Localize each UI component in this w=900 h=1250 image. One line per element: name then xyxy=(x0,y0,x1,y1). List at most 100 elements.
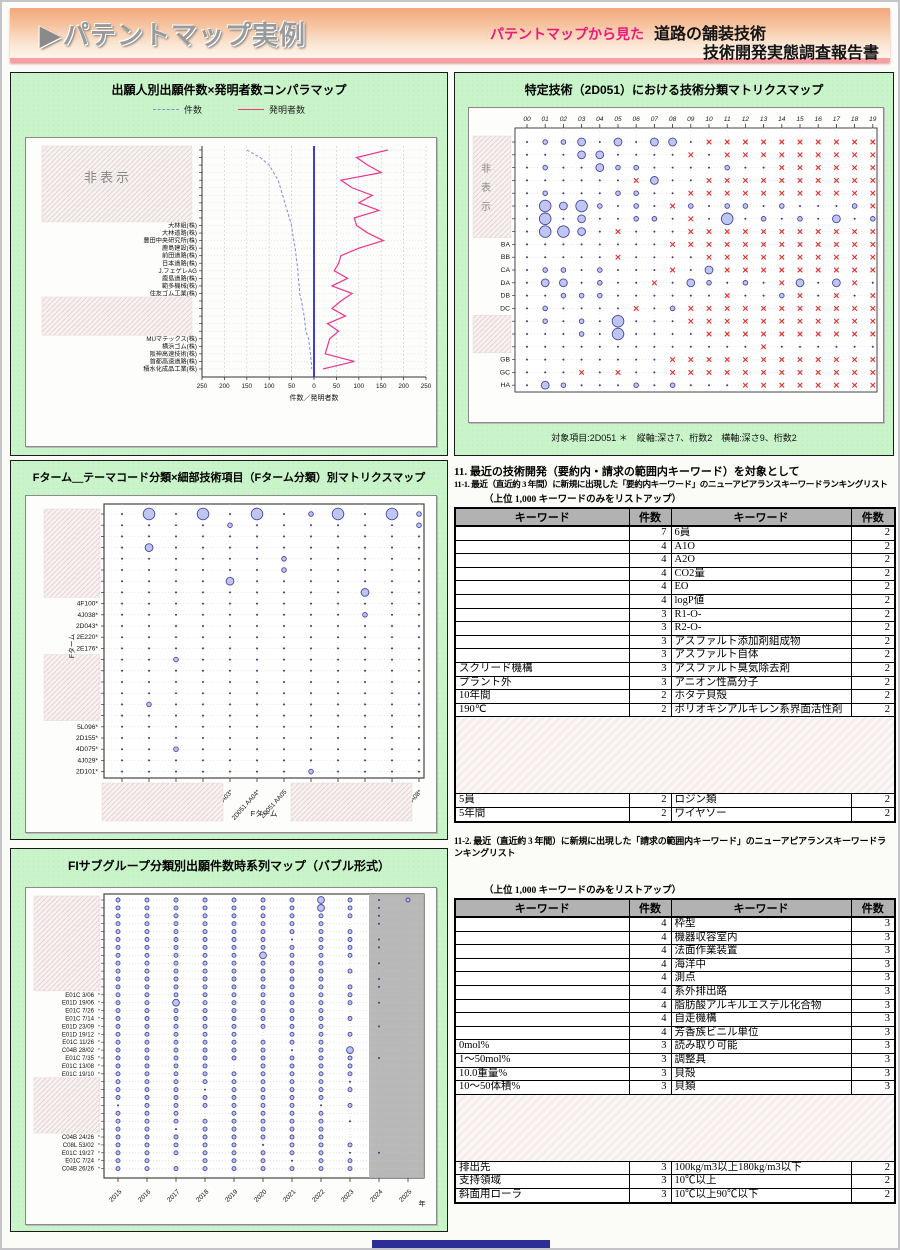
column-header: 件数 xyxy=(628,507,672,527)
svg-text:非: 非 xyxy=(481,163,491,175)
page-header: ▶パテントマップ実例 パテントマップから見た 道路の舗装技術 技術開発実態調査報告… xyxy=(10,8,890,62)
triangle-icon: ▶ xyxy=(40,20,61,50)
svg-text:Fターム: Fターム xyxy=(67,634,76,659)
keyword-cell xyxy=(454,916,630,932)
count-cell: 3 xyxy=(850,957,896,973)
count-cell: 2 xyxy=(628,702,672,718)
matrix-chart-canvas: 00 01 02 03 04 05 06 07 08 09 10 11 12 13 14 15 16 17 18 19… xyxy=(472,116,878,393)
svg-text:14: 14 xyxy=(778,116,786,123)
svg-text:4D075*: 4D075* xyxy=(76,746,98,753)
svg-text:表: 表 xyxy=(481,181,491,194)
svg-text:2025: 2025 xyxy=(398,1188,414,1204)
keyword-cell: ホタテ貝殻 xyxy=(670,689,852,704)
count-cell: 4 xyxy=(628,984,672,1000)
svg-text:BB: BB xyxy=(501,254,511,261)
count-cell: 3 xyxy=(850,998,896,1014)
chart1-legend: 件数 発明者数 xyxy=(11,103,447,116)
svg-text:*: * xyxy=(98,1001,101,1007)
svg-text:GB: GB xyxy=(500,357,510,364)
count-cell: 3 xyxy=(628,1052,672,1068)
legend-item-kensu: 件数 xyxy=(152,103,202,116)
keyword-cell: 10.0重量% xyxy=(454,1066,630,1082)
svg-text:11: 11 xyxy=(724,116,731,123)
svg-text:150: 150 xyxy=(242,383,253,390)
svg-text:前田道路(株): 前田道路(株) xyxy=(162,252,197,260)
svg-text:01: 01 xyxy=(542,116,550,123)
subtitle-sub: 技術開発実態調査報告書 xyxy=(703,45,880,62)
svg-text:阪神高速技術(株): 阪神高速技術(株) xyxy=(150,350,197,358)
svg-text:2024: 2024 xyxy=(369,1188,385,1204)
table-row: 3 R2-O- 2 xyxy=(454,621,896,636)
count-cell: 3 xyxy=(850,1039,896,1054)
count-cell: 2 xyxy=(850,539,896,555)
keyword-cell: R2-O- xyxy=(670,621,852,636)
svg-text:E01D 19/06: E01D 19/06 xyxy=(62,1000,95,1007)
count-cell: 3 xyxy=(850,1025,896,1041)
legend-label-hatsumeisha: 発明者数 xyxy=(269,105,306,115)
keyword-cell xyxy=(454,984,630,1000)
count-cell: 3 xyxy=(850,1052,896,1068)
svg-text:04: 04 xyxy=(596,116,604,123)
count-cell: 2 xyxy=(850,1187,896,1204)
keyword-cell: 支持領域 xyxy=(454,1174,630,1189)
header-subtitle-row: パテントマップから見た 道路の舗装技術 xyxy=(490,20,766,44)
svg-text:2022: 2022 xyxy=(311,1188,327,1204)
table-row: 4 脂肪酸アルキルエステル化合物 3 xyxy=(454,998,896,1014)
legend-label-kensu: 件数 xyxy=(183,105,202,115)
kensu-line-swatch xyxy=(152,109,179,110)
keyword-cell xyxy=(454,998,630,1014)
svg-text:MUマテックス(株): MUマテックス(株) xyxy=(146,335,197,343)
count-cell: 4 xyxy=(628,930,672,946)
count-cell: 2 xyxy=(850,607,896,623)
table-row xyxy=(454,1093,896,1162)
svg-text:C04B 26/26: C04B 26/26 xyxy=(62,1166,95,1173)
count-cell: 2 xyxy=(850,525,896,541)
keyword-cell: 6員 xyxy=(670,525,852,541)
svg-text:首都高速道路(株): 首都高速道路(株) xyxy=(150,357,197,365)
table-row: 5員 2 ロジン類 2 xyxy=(454,793,896,808)
count-cell: 4 xyxy=(628,553,672,568)
svg-text:2E176*: 2E176* xyxy=(76,645,98,652)
svg-text:250: 250 xyxy=(197,383,208,390)
count-cell: 3 xyxy=(850,1066,896,1082)
svg-text:13: 13 xyxy=(760,116,768,123)
count-cell: 2 xyxy=(628,793,672,808)
count-cell: 4 xyxy=(628,957,672,973)
svg-text:*: * xyxy=(98,1064,101,1070)
svg-text:DA: DA xyxy=(501,280,511,287)
keyword-cell xyxy=(454,553,630,568)
count-cell: 4 xyxy=(628,566,672,582)
count-cell: 2 xyxy=(850,621,896,636)
svg-text:DB: DB xyxy=(501,293,511,300)
keyword-cell: 枠型 xyxy=(670,916,852,932)
svg-text:200: 200 xyxy=(219,383,230,390)
count-cell: 2 xyxy=(850,648,896,663)
svg-text:10: 10 xyxy=(705,116,713,123)
count-cell: 3 xyxy=(628,634,672,650)
count-cell: 3 xyxy=(628,1187,672,1204)
chart3-title: Fターム＿テーマコード分類×細部技術項目（Fターム分類）別マトリクスマップ xyxy=(32,472,426,484)
count-cell: 3 xyxy=(628,1039,672,1054)
svg-text:2021: 2021 xyxy=(282,1188,298,1204)
count-cell: 2 xyxy=(850,793,896,808)
footer-bar xyxy=(372,1240,550,1248)
svg-text:範多機械(株): 範多機械(株) xyxy=(162,282,197,290)
keyword-cell: アスファルト臭気除去剤 xyxy=(670,661,852,677)
keyword-cell: 190℃ xyxy=(454,702,630,718)
table-row: 10年間 2 ホタテ貝殻 2 xyxy=(454,689,896,704)
svg-text:2017: 2017 xyxy=(166,1188,182,1204)
svg-text:GC: GC xyxy=(500,369,510,376)
keyword-cell: 海洋中 xyxy=(670,957,852,973)
table-row: 4 自走機構 3 xyxy=(454,1012,896,1027)
count-cell: 3 xyxy=(628,661,672,677)
table-row: 4 測点 3 xyxy=(454,971,896,986)
count-cell: 3 xyxy=(628,1174,672,1189)
keyword-cell xyxy=(454,607,630,623)
table-row: 4 EO 2 xyxy=(454,580,896,595)
keyword-cell: アスファルト自体 xyxy=(670,648,852,663)
chart4-title: FIサブグループ分類別出願件数時系列マップ（バブル形式） xyxy=(68,859,390,873)
hidden-rows-gap xyxy=(454,1093,896,1162)
svg-text:4J038*: 4J038* xyxy=(77,612,98,619)
keyword-cell: 10℃以上 xyxy=(670,1174,852,1189)
keyword-cell: 5年間 xyxy=(454,806,630,823)
